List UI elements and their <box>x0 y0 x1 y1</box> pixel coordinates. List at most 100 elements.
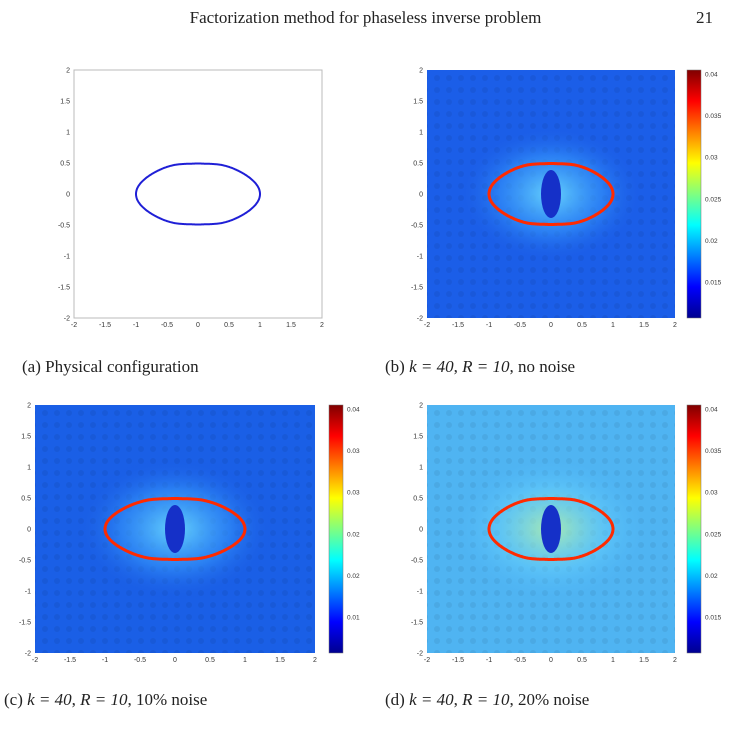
colorbar-c <box>328 404 344 654</box>
colorbar-tick-label: 0.035 <box>347 448 360 455</box>
axes-frame <box>73 69 323 319</box>
x-tick-label: -0.5 <box>514 657 526 664</box>
caption-c-R: R = 10 <box>80 690 128 709</box>
figure-d-reconstruction: -2 -2 -1.5 -1.5 -1 -1 -0.5 -0.5 0 0 0.5 0.5 1 1 1.5 1.5… <box>407 395 727 675</box>
colorbar-d <box>686 404 702 654</box>
colorbar-tick-label: 0.03 <box>705 490 718 497</box>
caption-d-k: k = 40 <box>409 690 454 709</box>
caption-d-R: R = 10 <box>462 690 510 709</box>
colorbar-tick-label: 0.015 <box>705 280 722 287</box>
colorbar-tick-label: 0.02 <box>705 238 718 245</box>
y-tick-label: 0.5 <box>60 161 70 168</box>
y-tick-label: -0.5 <box>411 558 423 565</box>
caption-b-k: k = 40 <box>409 357 454 376</box>
y-tick-label: -1 <box>417 589 423 596</box>
x-tick-label: 0.5 <box>577 322 587 329</box>
heatmap-c-center-low <box>165 505 185 553</box>
y-tick-label: 1 <box>419 465 423 472</box>
y-tick-label: 1 <box>27 465 31 472</box>
y-tick-label: 0.5 <box>413 161 423 168</box>
x-tick-label: -0.5 <box>161 322 173 329</box>
x-tick-label: 0 <box>173 657 177 664</box>
y-tick-label: -2 <box>417 651 423 658</box>
x-tick-label: 2 <box>313 657 317 664</box>
caption-d-label: (d) <box>385 690 405 709</box>
colorbar-b <box>686 69 702 319</box>
x-tick-label: -2 <box>71 322 77 329</box>
y-tick-label: 0 <box>27 527 31 534</box>
y-tick-label: 1 <box>66 130 70 137</box>
caption-a-text: Physical configuration <box>45 357 199 376</box>
y-tick-label: -1 <box>417 254 423 261</box>
x-tick-label: 1.5 <box>639 657 649 664</box>
y-tick-label: 1 <box>419 130 423 137</box>
x-tick-label: -0.5 <box>134 657 146 664</box>
caption-b-noise: no noise <box>517 357 576 376</box>
caption-d: (d) k = 40, R = 10, 20% noise <box>385 690 590 709</box>
heatmap-b-center-low <box>541 170 561 218</box>
y-tick-label: 2 <box>419 68 423 75</box>
y-tick-label: 0 <box>419 192 423 199</box>
caption-d-noise: 20% noise <box>517 690 590 709</box>
caption-c-noise: 10% noise <box>136 690 208 709</box>
colorbar-tick-label: 0.025 <box>705 196 722 203</box>
y-tick-label: -0.5 <box>19 558 31 565</box>
x-tick-label: 1 <box>243 657 247 664</box>
caption-a: (a) Physical configuration <box>22 357 199 377</box>
x-tick-label: 2 <box>320 322 324 329</box>
y-tick-label: 0.5 <box>413 496 423 503</box>
y-tick-label: 2 <box>66 68 70 75</box>
caption-c: (c) k = 40, R = 10, 10% noise <box>4 690 208 709</box>
colorbar-tick-label: 0.02 <box>347 573 360 580</box>
x-tick-label: -2 <box>424 322 430 329</box>
caption-c-label: (c) <box>4 690 23 709</box>
x-tick-label: -1 <box>102 657 108 664</box>
x-tick-label: 0.5 <box>577 657 587 664</box>
caption-b: (b) k = 40, R = 10, no noise <box>385 357 576 376</box>
y-tick-label: 0 <box>419 527 423 534</box>
colorbar-tick-label: 0.04 <box>705 407 718 414</box>
colorbar-tick-label: 0.03 <box>705 155 718 162</box>
y-tick-label: 0 <box>66 192 70 199</box>
y-tick-label: 1.5 <box>21 434 31 441</box>
y-tick-label: 0.5 <box>21 496 31 503</box>
colorbar-tick-label: 0.025 <box>705 531 722 538</box>
colorbar-tick-label: 0.03 <box>347 490 360 497</box>
heatmap-b-boundary <box>487 162 615 226</box>
x-tick-label: 1.5 <box>639 322 649 329</box>
x-tick-label: -1 <box>486 657 492 664</box>
colorbar-tick-label: 0.015 <box>705 615 722 622</box>
x-tick-label: 0.5 <box>205 657 215 664</box>
figure-a-physical-configuration: -2 -2 -1.5 -1.5 -1 -1 -0.5 -0.5 0 0 0.5 0.5 1 1 1.5 1.5… <box>54 60 334 340</box>
figure-b-reconstruction: -2 -2 -1.5 -1.5 -1 -1 -0.5 -0.5 0 0 0.5 0.5 1 1 1.5 1.5… <box>407 60 727 340</box>
caption-b-R: R = 10 <box>462 357 510 376</box>
y-tick-label: -0.5 <box>411 223 423 230</box>
colorbar-tick-label: 0.015 <box>347 615 360 622</box>
figure-b-plot: -2-2 -1.5 -1.5 -1 -1 -0.5 -0.5 0 0 0.5 0.5 1 1 1.5 1.5… <box>411 68 722 330</box>
x-tick-label: -2 <box>424 657 430 664</box>
caption-c-k: k = 40 <box>27 690 72 709</box>
running-title: Factorization method for phaseless inver… <box>189 8 542 27</box>
y-tick-label: 2 <box>27 403 31 410</box>
heatmap-c-boundary <box>103 497 247 561</box>
figure-c-reconstruction: -2 -2 -1.5 -1.5 -1 -1 -0.5 -0.5 0 0 0.5 0.5 1 1 1.5 1.5… <box>15 395 364 675</box>
y-tick-label: -1.5 <box>19 620 31 627</box>
x-tick-label: 2 <box>673 322 677 329</box>
y-tick-label: 1.5 <box>60 99 70 106</box>
heatmap-d-boundary <box>487 497 615 561</box>
y-tick-label: -2 <box>25 651 31 658</box>
figure-a-plot: -2-2 -1.5 -1.5 -1 -1 -0.5 -0.5 0 0 0.5 0.5 1 1 1.5 1.5… <box>58 68 324 330</box>
x-tick-label: 1.5 <box>286 322 296 329</box>
figure-d-plot: -2-2 -1.5 -1.5 -1 -1 -0.5 -0.5 0 0 0.5 0.5 1 1 1.5 1.5… <box>411 403 722 665</box>
x-tick-label: -1.5 <box>64 657 76 664</box>
page-number: 21 <box>696 8 713 27</box>
x-tick-label: 2 <box>673 657 677 664</box>
colorbar-tick-label: 0.035 <box>705 113 722 120</box>
x-tick-label: 0 <box>549 322 553 329</box>
x-tick-label: -1 <box>486 322 492 329</box>
x-tick-label: 0.5 <box>224 322 234 329</box>
y-tick-label: -2 <box>417 316 423 323</box>
y-tick-label: 1.5 <box>413 99 423 106</box>
x-tick-label: 1 <box>611 657 615 664</box>
y-tick-label: -2 <box>64 316 70 323</box>
